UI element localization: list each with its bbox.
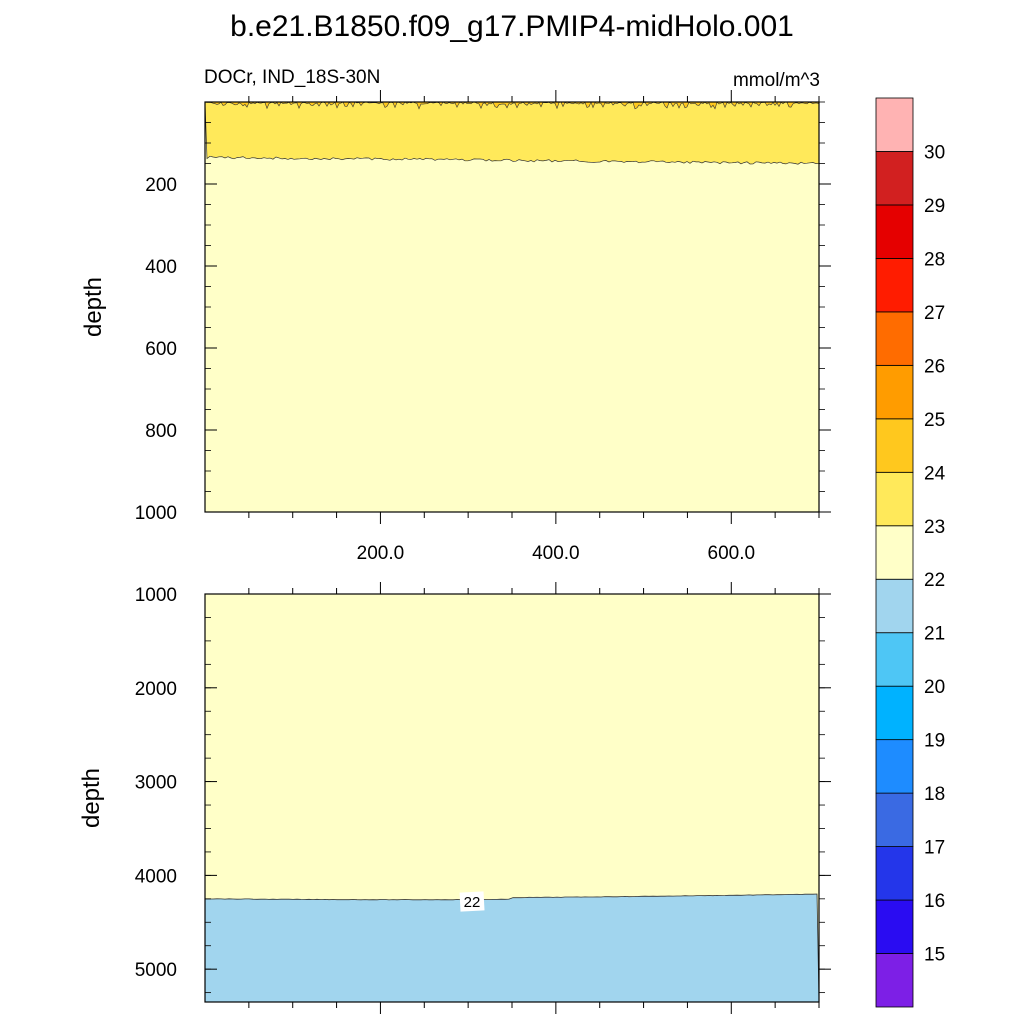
lower-y-axis: 1000 2000 3000 4000 5000 <box>135 585 831 994</box>
colorbar-label: 23 <box>924 517 945 538</box>
colorbar-swatch <box>875 846 914 901</box>
colorbar-swatch <box>875 151 914 206</box>
colorbar-swatch <box>875 739 914 794</box>
colorbar-label: 19 <box>924 731 945 752</box>
chart-title: b.e21.B1850.f09_g17.PMIP4-midHolo.001 <box>230 10 794 43</box>
colorbar-swatch <box>875 578 914 634</box>
colorbar-label: 15 <box>924 945 945 966</box>
colorbar-swatch <box>875 953 914 1008</box>
colorbar: 15 16 17 18 19 20 21 22 23 24 25 26 27 28 29 30 <box>875 97 946 1008</box>
y-tick-label: 1000 <box>135 503 177 524</box>
colorbar-label: 28 <box>924 249 945 270</box>
y-tick-label: 400 <box>145 257 177 278</box>
y-tick-label: 3000 <box>135 773 177 794</box>
units-label: mmol/m^3 <box>733 70 820 91</box>
colorbar-label: 17 <box>924 838 945 859</box>
colorbar-swatch <box>875 418 914 473</box>
upper-region-22-23 <box>205 102 819 512</box>
lower-region-21-22 <box>204 893 820 1003</box>
upper-surface-fringe <box>204 101 820 110</box>
colorbar-swatch <box>875 525 914 580</box>
colorbar-swatch <box>875 792 914 847</box>
colorbar-label: 21 <box>924 624 945 645</box>
colorbar-swatch <box>875 899 914 954</box>
colorbar-swatch <box>875 685 914 741</box>
colorbar-swatch <box>875 311 914 366</box>
colorbar-swatch <box>875 364 914 420</box>
upper-y-axis: 200 400 600 800 1000 <box>135 101 831 524</box>
upper-panel: 200 400 600 800 1000 200.0 400.0 600.0 depth <box>80 90 831 564</box>
upper-y-axis-label: depth <box>80 277 107 337</box>
colorbar-swatch <box>875 258 914 313</box>
variable-label: DOCr, IND_18S-30N <box>204 67 380 88</box>
y-tick-label: 200 <box>145 175 177 196</box>
colorbar-label: 24 <box>924 463 946 484</box>
x-tick-label: 400.0 <box>532 543 580 564</box>
colorbar-label: 20 <box>924 677 945 698</box>
x-tick-label: 200.0 <box>357 543 405 564</box>
lower-x-axis <box>248 582 820 1014</box>
y-tick-label: 5000 <box>135 960 177 981</box>
svg-text:22: 22 <box>464 894 481 911</box>
colorbar-label: 18 <box>924 784 945 805</box>
x-tick-label: 600.0 <box>708 543 756 564</box>
colorbar-label: 22 <box>924 570 945 591</box>
contour-label-22: 22 <box>459 891 485 912</box>
lower-panel: 22 1000 2000 3000 4000 5000 depth <box>78 582 831 1014</box>
y-tick-label: 2000 <box>135 679 177 700</box>
upper-x-axis: 200.0 400.0 600.0 <box>248 90 820 564</box>
colorbar-label: 25 <box>924 410 945 431</box>
y-tick-label: 4000 <box>135 866 177 887</box>
colorbar-label: 27 <box>924 303 945 324</box>
colorbar-label: 26 <box>924 356 945 377</box>
lower-y-axis-label: depth <box>78 768 105 828</box>
colorbar-label: 29 <box>924 196 945 217</box>
y-tick-label: 600 <box>145 339 177 360</box>
colorbar-swatch <box>875 97 914 152</box>
colorbar-swatch <box>875 471 914 527</box>
colorbar-label: 30 <box>924 142 945 163</box>
colorbar-swatch <box>875 204 914 259</box>
y-tick-label: 1000 <box>135 585 177 606</box>
y-tick-label: 800 <box>145 421 177 442</box>
colorbar-label: 16 <box>924 891 945 912</box>
upper-region-23-24 <box>204 101 820 165</box>
colorbar-swatch <box>875 632 914 687</box>
